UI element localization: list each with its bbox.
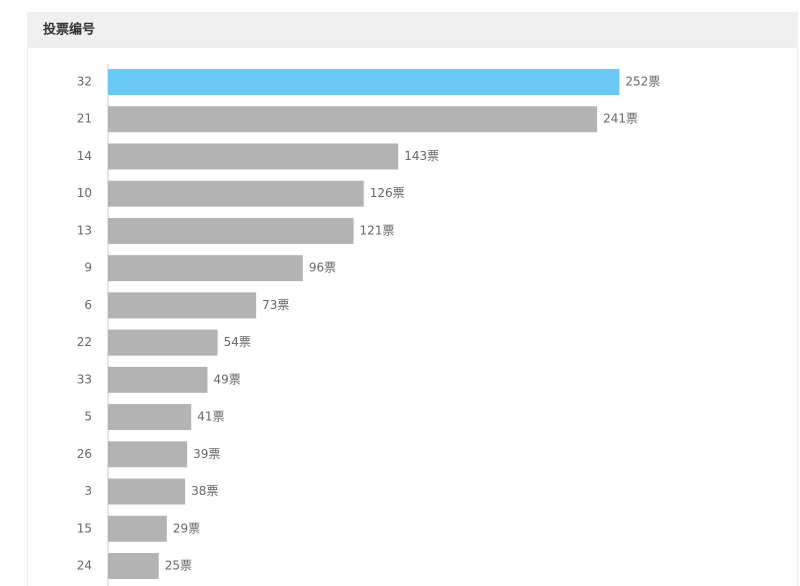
bar [108, 441, 188, 468]
bar [108, 217, 354, 244]
y-tick-label: 21 [77, 112, 92, 126]
bar [108, 106, 598, 133]
value-label: 38票 [191, 484, 218, 498]
bar [108, 69, 620, 95]
y-tick-label: 13 [77, 223, 92, 237]
chart-title: 投票编号 [43, 22, 95, 38]
panel-border [27, 47, 798, 586]
bar [108, 404, 192, 431]
y-tick-label: 9 [84, 261, 92, 275]
y-tick-label: 32 [77, 75, 92, 89]
value-label: 29票 [173, 521, 200, 535]
bar [108, 143, 399, 170]
value-label: 73票 [262, 298, 289, 312]
value-label: 96票 [309, 261, 336, 275]
bar [108, 552, 159, 579]
value-label: 121票 [360, 223, 395, 237]
bar [108, 515, 167, 542]
bar [108, 255, 303, 282]
bar [108, 329, 218, 356]
y-tick-label: 22 [77, 335, 92, 349]
value-label: 241票 [603, 112, 638, 126]
value-label: 143票 [404, 149, 439, 163]
bar [108, 366, 208, 393]
y-tick-label: 15 [77, 521, 92, 535]
y-tick-label: 14 [77, 149, 92, 163]
y-tick-label: 33 [77, 372, 92, 386]
header-band [27, 12, 798, 47]
y-tick-label: 10 [77, 186, 92, 200]
value-label: 54票 [224, 335, 251, 349]
value-label: 126票 [370, 186, 405, 200]
value-label: 41票 [197, 410, 224, 424]
y-tick-label: 5 [84, 410, 92, 424]
bar [108, 180, 364, 207]
bar [108, 292, 257, 319]
value-label: 49票 [213, 372, 240, 386]
y-tick-label: 3 [84, 484, 92, 498]
y-tick-label: 24 [77, 558, 92, 572]
value-label: 252票 [625, 75, 660, 89]
y-tick-label: 26 [77, 447, 92, 461]
value-label: 25票 [165, 558, 192, 572]
value-label: 39票 [193, 447, 220, 461]
y-tick-label: 6 [84, 298, 92, 312]
bar [108, 478, 186, 505]
